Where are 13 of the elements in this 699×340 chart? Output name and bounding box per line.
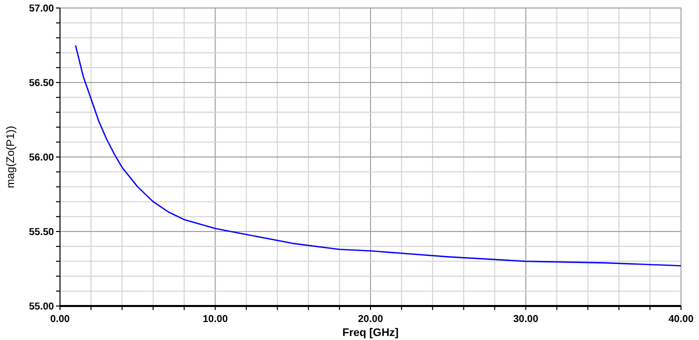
- x-tick-label: 40.00: [668, 314, 694, 325]
- y-tick-label: 56.00: [28, 152, 54, 164]
- x-axis-title: Freq [GHz]: [342, 327, 399, 339]
- y-tick-label: 57.00: [28, 4, 54, 14]
- x-tick-label: 20.00: [358, 314, 384, 325]
- y-axis-title: mag(Zo(P1)): [5, 126, 17, 188]
- x-tick-label: 10.00: [202, 314, 228, 325]
- x-tick-label: 30.00: [513, 314, 539, 325]
- y-tick-label: 56.50: [28, 78, 54, 89]
- y-tick-label: 55.50: [28, 227, 54, 238]
- line-series: [74, 44, 682, 266]
- y-tick-label: 55.00: [28, 302, 54, 312]
- x-tick-label: 0.00: [50, 314, 70, 325]
